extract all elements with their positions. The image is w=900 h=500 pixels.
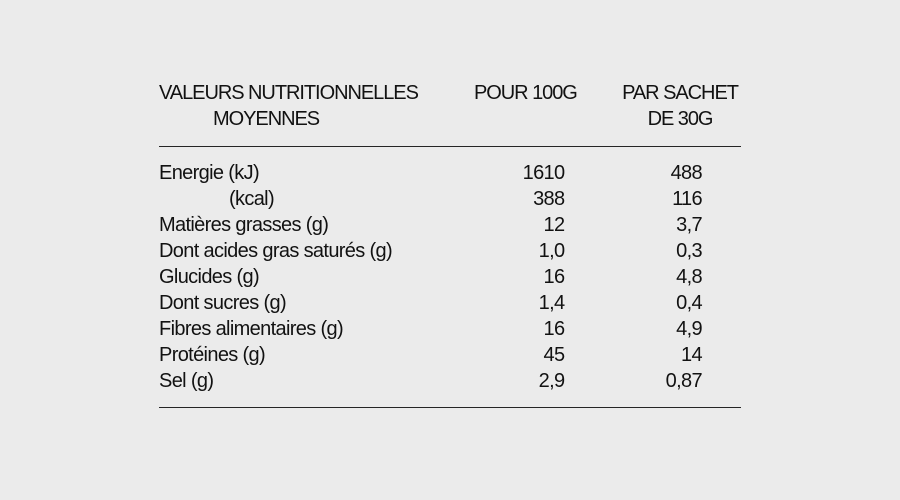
table-row: Sel (g) 2,9 0,87 xyxy=(159,368,741,394)
table-row: Matières grasses (g) 12 3,7 xyxy=(159,212,741,238)
table-row: (kcal) 388 116 xyxy=(159,186,741,212)
value-per-100g: 12 xyxy=(543,213,566,236)
value-per-100g: 16 xyxy=(543,317,566,340)
row-label: Dont sucres (g) xyxy=(159,291,287,314)
header-divider-rule xyxy=(159,145,741,147)
table-body: Energie (kJ) 1610 488 (kcal) 388 116 Matières … xyxy=(159,160,741,394)
row-label: Dont acides gras saturés (g) xyxy=(159,239,393,262)
table-row: Protéines (g) 45 14 xyxy=(159,342,741,368)
header-per-sachet-line1: PAR SACHET xyxy=(622,82,739,105)
table-row: Fibres alimentaires (g) 16 4,9 xyxy=(159,316,741,342)
header-values-line2: MOYENNES xyxy=(213,108,320,131)
value-per-100g: 1,0 xyxy=(538,239,566,262)
row-label: Energie (kJ) xyxy=(159,161,260,184)
table-row: Energie (kJ) 1610 488 xyxy=(159,160,741,186)
value-per-100g: 1610 xyxy=(522,161,566,184)
row-label: (kcal) xyxy=(229,187,275,210)
table-row: Dont sucres (g) 1,4 0,4 xyxy=(159,290,741,316)
value-per-sachet: 14 xyxy=(681,343,703,366)
header-per-sachet: PAR SACHET DE 30G xyxy=(622,80,739,132)
header-values-line1: VALEURS NUTRITIONNELLES xyxy=(159,82,419,105)
value-per-100g: 1,4 xyxy=(538,291,566,314)
value-per-sachet: 0,4 xyxy=(676,291,703,314)
table-header: VALEURS NUTRITIONNELLES MOYENNES POUR 10… xyxy=(159,80,741,132)
value-per-100g: 2,9 xyxy=(538,369,566,392)
value-per-sachet: 116 xyxy=(672,187,703,210)
value-per-100g: 45 xyxy=(543,343,566,366)
value-per-sachet: 0,3 xyxy=(676,239,703,262)
row-label: Glucides (g) xyxy=(159,265,260,288)
table-row: Dont acides gras saturés (g) 1,0 0,3 xyxy=(159,238,741,264)
row-label: Matières grasses (g) xyxy=(159,213,329,236)
row-label: Sel (g) xyxy=(159,369,214,392)
value-per-sachet: 3,7 xyxy=(676,213,703,236)
header-per-100g: POUR 100G xyxy=(473,82,578,105)
value-per-sachet: 0,87 xyxy=(665,369,703,392)
value-per-100g: 388 xyxy=(533,187,565,210)
nutrition-table: VALEURS NUTRITIONNELLES MOYENNES POUR 10… xyxy=(159,80,741,408)
bottom-rule xyxy=(159,406,741,408)
value-per-sachet: 4,8 xyxy=(676,265,703,288)
row-label: Fibres alimentaires (g) xyxy=(159,317,344,340)
value-per-sachet: 488 xyxy=(670,161,703,184)
value-per-sachet: 4,9 xyxy=(676,317,703,340)
value-per-100g: 16 xyxy=(543,265,566,288)
table-row: Glucides (g) 16 4,8 xyxy=(159,264,741,290)
header-values-column: VALEURS NUTRITIONNELLES MOYENNES xyxy=(159,80,419,132)
row-label: Protéines (g) xyxy=(159,343,266,366)
header-per-sachet-line2: DE 30G xyxy=(647,108,714,131)
